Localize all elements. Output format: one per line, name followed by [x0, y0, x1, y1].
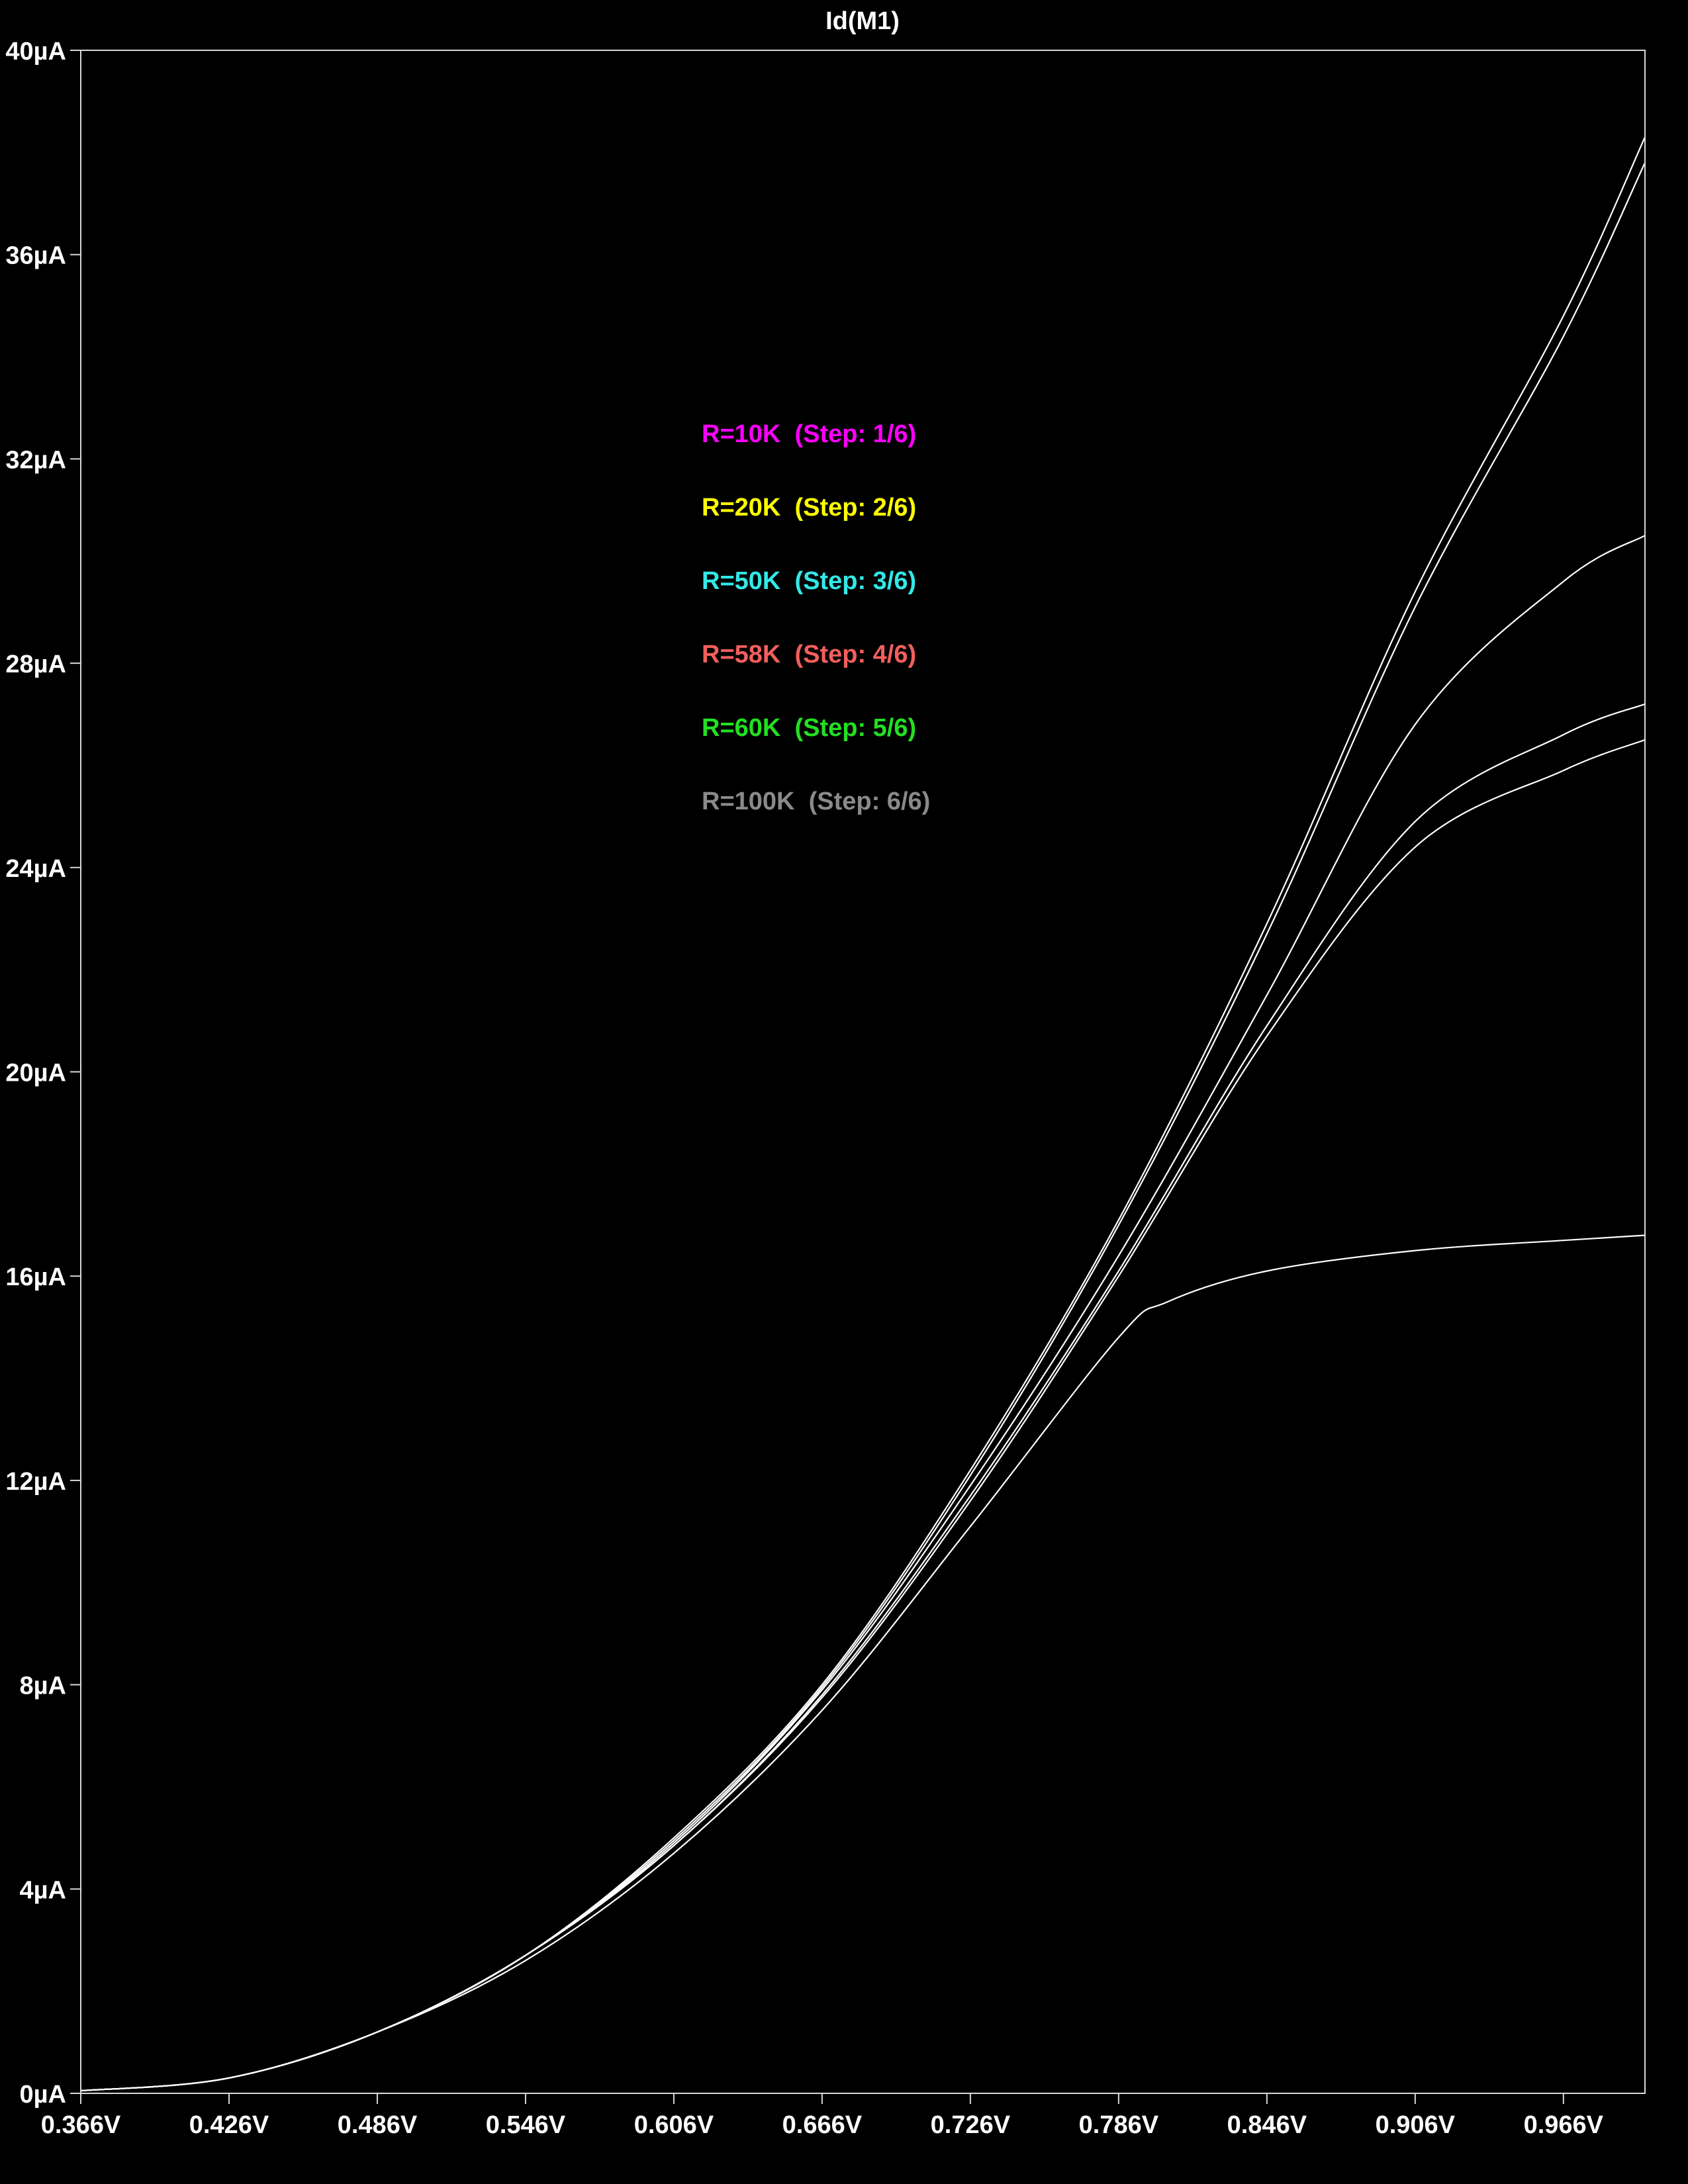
y-tick-label: 28µA [5, 651, 66, 678]
x-tick-label: 0.726V [931, 2111, 1011, 2139]
y-tick-label: 0µA [20, 2081, 66, 2109]
chart-title: Id(M1) [825, 7, 900, 35]
x-tick-label: 0.786V [1079, 2111, 1159, 2139]
x-tick-label: 0.486V [338, 2111, 418, 2139]
y-tick-label: 16µA [5, 1263, 66, 1291]
x-tick-label: 0.606V [634, 2111, 714, 2139]
y-tick-label: 4µA [20, 1876, 66, 1904]
y-tick-label: 12µA [5, 1468, 66, 1496]
y-tick-label: 32µA [5, 446, 66, 474]
trace-line-5 [79, 1234, 1646, 2092]
legend-entry: R=58K (Step: 4/6) [702, 641, 916, 668]
y-tick-label: 24µA [5, 855, 66, 883]
x-tick-label: 0.426V [189, 2111, 269, 2139]
legend-entry: R=100K (Step: 6/6) [702, 788, 930, 815]
legend-entry: R=60K (Step: 5/6) [702, 714, 916, 742]
trace-group [79, 136, 1646, 2092]
x-tick-label: 0.666V [782, 2111, 863, 2139]
y-tick-label: 40µA [5, 38, 66, 66]
y-tick-label: 8µA [20, 1672, 66, 1700]
x-tick-label: 0.366V [41, 2111, 121, 2139]
plot-frame [80, 50, 1646, 2094]
y-tick-label: 20µA [5, 1060, 66, 1087]
x-axis: 0.366V 0.426V 0.486V 0.546V 0.606V 0.666V 0.72… [41, 2093, 1604, 2139]
legend-entry: R=50K (Step: 3/6) [702, 567, 916, 595]
x-tick-label: 0.906V [1376, 2111, 1456, 2139]
x-tick-label: 0.546V [486, 2111, 566, 2139]
x-tick-label: 0.846V [1227, 2111, 1307, 2139]
y-axis: 0µA 4µA 8µA 12µA 16µA 20µA 24µA 28µA 32µA 36µA 40µ… [5, 38, 81, 2109]
legend-entry: R=10K (Step: 1/6) [702, 420, 916, 448]
legend: R=10K (Step: 1/6) R=20K (Step: 2/6) R=50K … [702, 420, 930, 815]
legend-entry: R=20K (Step: 2/6) [702, 494, 916, 522]
x-tick-label: 0.966V [1524, 2111, 1604, 2139]
y-tick-label: 36µA [5, 242, 66, 270]
